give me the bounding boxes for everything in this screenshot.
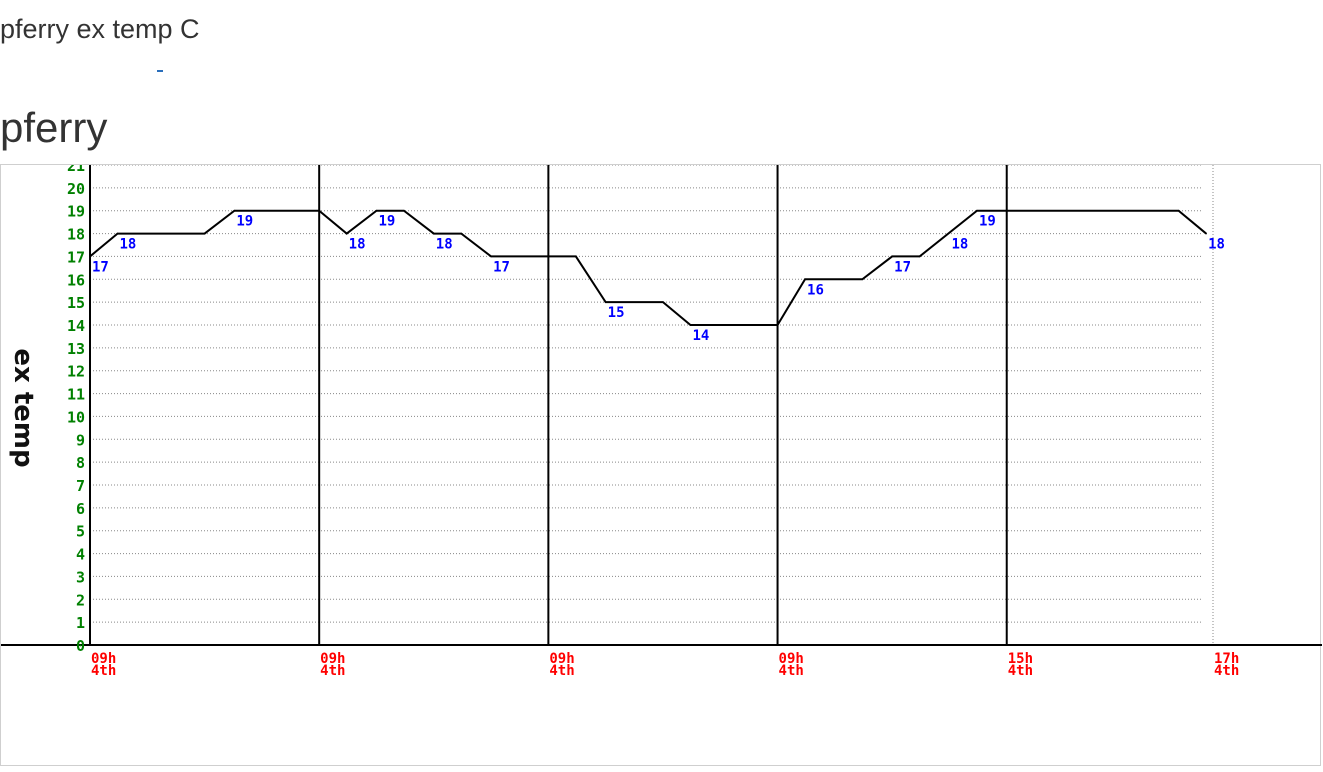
y-tick-label: 19	[67, 203, 85, 221]
x-tick-label: 09h	[91, 651, 116, 667]
chart-container: 0 1 2 3 4 5 6 7 8 9 10 11 12 13 14 15 16 17 18 19 20 21 09h 4th…	[0, 164, 1322, 766]
data-point	[662, 301, 664, 303]
y-tick-label: 2	[76, 591, 85, 609]
data-point	[318, 209, 320, 212]
y-tick-label: 15	[67, 294, 85, 312]
data-label: 14	[692, 328, 709, 344]
y-tick-label: 6	[76, 500, 85, 518]
data-point	[776, 324, 779, 326]
data-label: 19	[378, 214, 395, 230]
x-tick-label: 4th	[91, 663, 116, 679]
y-tick-label: 9	[76, 431, 85, 449]
x-tick-label: 09h	[320, 651, 345, 667]
data-label: 19	[236, 214, 253, 230]
y-tick-label: 12	[67, 363, 85, 381]
data-point	[203, 232, 206, 235]
data-label: 19	[979, 214, 996, 230]
chart-heading: pferry	[0, 104, 108, 151]
data-label: 18	[349, 237, 366, 253]
x-tick-label: 4th	[549, 663, 574, 679]
data-point	[804, 278, 806, 281]
data-label: 16	[807, 282, 824, 298]
data-point	[575, 255, 577, 258]
y-tick-label: 21	[67, 165, 85, 175]
y-tick-label: 18	[67, 226, 85, 244]
x-tick-label: 09h	[549, 651, 574, 667]
y-tick-label: 10	[67, 408, 85, 426]
data-point	[1205, 232, 1207, 235]
data-point	[116, 232, 119, 235]
data-label: 18	[436, 237, 453, 253]
y-tick-label: 17	[67, 248, 85, 266]
data-point	[375, 209, 378, 212]
y-tick-label: 5	[76, 523, 85, 541]
y-tick-label: 7	[76, 477, 85, 495]
y-axis-label: ex temp	[8, 348, 38, 468]
x-tick-label: 15h	[1008, 651, 1033, 667]
y-tick-label: 3	[76, 568, 85, 586]
data-label: 17	[92, 259, 109, 275]
x-tick-label: 4th	[1214, 663, 1239, 679]
data-label: 18	[951, 237, 968, 253]
data-label: 18	[1208, 237, 1225, 253]
data-point	[233, 209, 236, 212]
y-tick-label: 8	[76, 454, 85, 472]
data-point	[345, 232, 348, 235]
data-point	[604, 301, 607, 303]
data-point	[432, 232, 435, 235]
data-point	[490, 255, 492, 258]
y-tick-label: 4	[76, 546, 85, 564]
data-point	[891, 255, 893, 258]
nav-link[interactable]	[157, 70, 163, 72]
data-label: 17	[493, 259, 510, 275]
y-tick-label: 16	[67, 271, 85, 289]
y-tick-label: 11	[67, 386, 85, 404]
data-label: 17	[894, 259, 911, 275]
data-point	[1177, 209, 1180, 212]
y-tick-label: 0	[76, 637, 85, 655]
data-point	[861, 278, 864, 281]
y-tick-label: 20	[67, 180, 85, 198]
data-label: 15	[608, 305, 625, 321]
y-tick-label: 13	[67, 340, 85, 358]
data-point	[403, 209, 405, 212]
data-label: 18	[120, 237, 137, 253]
page-title: pferry ex temp C	[0, 14, 200, 44]
y-tick-label: 1	[76, 614, 85, 632]
x-tick-label: 4th	[779, 663, 804, 679]
x-tick-label: 09h	[779, 651, 804, 667]
y-tick-label: 14	[67, 317, 85, 335]
x-tick-label: 4th	[1008, 663, 1033, 679]
data-point	[89, 255, 91, 258]
data-point	[976, 209, 978, 212]
series-line	[89, 209, 1207, 326]
data-point	[460, 232, 463, 235]
x-tick-label: 4th	[320, 663, 345, 679]
data-point	[918, 255, 921, 258]
data-point	[689, 324, 692, 326]
x-tick-label: 17h	[1214, 651, 1239, 667]
line-chart: 012345678910111213141516171819202109h4th…	[1, 165, 1322, 679]
